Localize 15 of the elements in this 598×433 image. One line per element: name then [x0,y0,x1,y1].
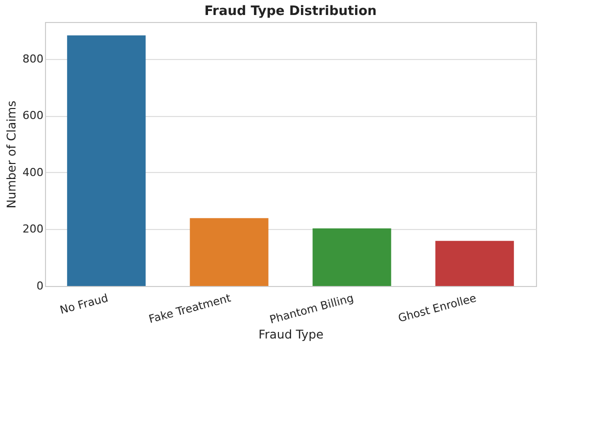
x-tick-label: Ghost Enrollee [396,291,478,325]
x-axis-title: Fraud Type [258,327,324,342]
bar [67,35,146,286]
bar [190,218,268,286]
chart-title: Fraud Type Distribution [204,4,377,19]
y-tick-label: 400 [22,166,44,179]
bar [312,228,392,286]
bar [435,240,514,286]
y-tick-label: 0 [36,280,44,292]
y-tick-label: 600 [22,109,44,122]
x-tick-label: Phantom Billing [268,292,355,326]
y-tick-label: 200 [22,222,44,236]
y-axis-title: Number of Claims [4,100,19,208]
y-tick-label: 800 [22,52,44,66]
x-tick-label: No Fraud [58,292,110,317]
